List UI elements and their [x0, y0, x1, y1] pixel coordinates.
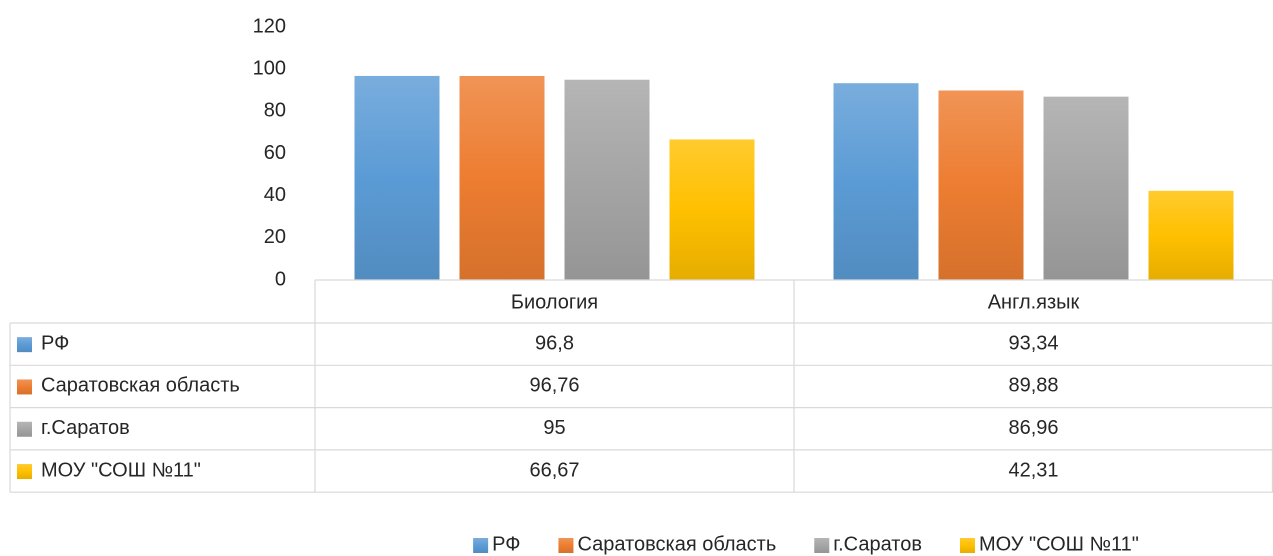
- y-tick-label: 120: [253, 15, 286, 37]
- legend-label: Саратовская область: [577, 533, 776, 555]
- bar: [1148, 190, 1234, 280]
- bar: [669, 139, 755, 280]
- table-cell: 42,31: [1008, 459, 1058, 481]
- bar: [354, 75, 440, 280]
- y-tick-label: 0: [275, 268, 286, 290]
- legend-key: [558, 538, 574, 553]
- legend-label: МОУ "СОШ №11": [979, 533, 1139, 555]
- table-cell: 96,76: [529, 375, 579, 397]
- bar: [1043, 96, 1129, 280]
- bar: [564, 79, 650, 280]
- legend-key: [473, 538, 489, 553]
- bar: [938, 90, 1024, 281]
- table-cell: 93,34: [1008, 332, 1058, 354]
- table-row-label: Саратовская область: [41, 375, 240, 397]
- legend-key: [17, 421, 32, 437]
- table-cell: 89,88: [1008, 375, 1058, 397]
- bar: [459, 75, 545, 280]
- y-tick-label: 60: [264, 142, 286, 164]
- y-tick-label: 20: [264, 226, 286, 248]
- y-tick-label: 40: [264, 184, 286, 206]
- y-tick-label: 80: [264, 100, 286, 122]
- table-row-label: г.Саратов: [41, 417, 130, 439]
- legend-key: [17, 379, 32, 395]
- bar: [833, 83, 919, 281]
- table-cell: 95: [543, 417, 565, 439]
- table-cell: 66,67: [529, 459, 579, 481]
- x-tick-label: Биология: [511, 291, 598, 313]
- table-row-label: РФ: [41, 332, 69, 354]
- legend-key: [814, 538, 830, 553]
- legend-label: РФ: [492, 533, 520, 555]
- legend-label: г.Саратов: [833, 533, 922, 555]
- table-cell: 96,8: [535, 332, 574, 354]
- table-row-label: МОУ "СОШ №11": [41, 459, 201, 481]
- x-tick-label: Англ.язык: [988, 291, 1080, 313]
- y-tick-label: 100: [253, 57, 286, 79]
- legend-key: [17, 337, 32, 353]
- legend-key: [17, 464, 32, 480]
- legend-key: [959, 538, 975, 553]
- table-cell: 86,96: [1008, 417, 1058, 439]
